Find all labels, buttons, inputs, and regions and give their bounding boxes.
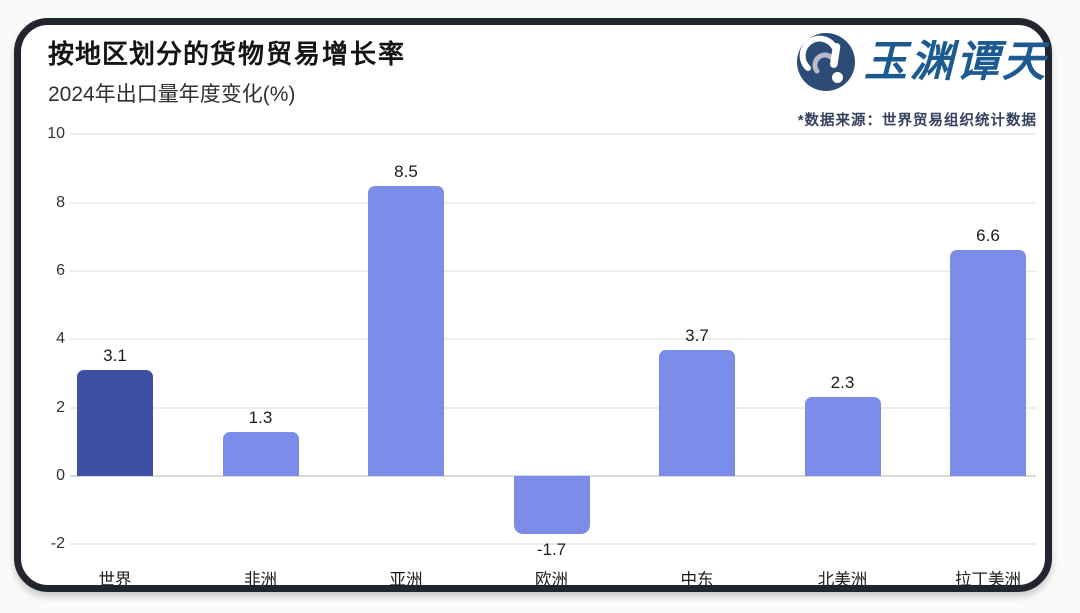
gridline-y--2 <box>70 543 1036 546</box>
y-axis-tick-6: 6 <box>56 261 65 279</box>
x-axis-label-欧洲: 欧洲 <box>535 571 568 589</box>
bar-中东 <box>659 349 735 476</box>
brand-logo: 玉渊谭天 <box>796 31 1048 93</box>
bar-世界 <box>77 370 153 476</box>
bar-北美洲 <box>804 397 881 476</box>
y-axis-tick--2: -2 <box>50 535 65 553</box>
gridline-y-2 <box>70 406 1036 409</box>
chart-subtitle: 2024年出口量年度变化(%) <box>48 83 296 106</box>
gridline-y-10 <box>70 133 1036 136</box>
gridline-y-4 <box>70 338 1036 341</box>
wave-swirl-logo-icon <box>797 33 855 91</box>
y-axis-tick-2: 2 <box>56 398 65 416</box>
y-axis-tick-10: 10 <box>47 125 65 143</box>
bar-拉丁美洲 <box>950 250 1026 476</box>
x-axis-label-拉丁美洲: 拉丁美洲 <box>955 571 1021 589</box>
page-title: 按地区划分的货物贸易增长率 <box>48 38 406 70</box>
value-label-世界: 3.1 <box>103 346 127 366</box>
x-axis-label-中东: 中东 <box>680 571 714 589</box>
y-axis-tick-0: 0 <box>56 467 65 484</box>
brand-logo-text: 玉渊谭天 <box>864 37 1048 87</box>
bar-欧洲 <box>513 476 590 535</box>
value-label-亚洲: 8.5 <box>394 161 418 181</box>
x-axis-label-亚洲: 亚洲 <box>389 571 423 589</box>
value-label-北美洲: 2.3 <box>830 373 855 393</box>
value-label-欧洲: -1.7 <box>536 540 567 560</box>
y-axis-tick-4: 4 <box>56 330 65 348</box>
y-axis-tick-8: 8 <box>56 193 65 211</box>
gridline-y-8 <box>70 201 1036 204</box>
chart-card: 按地区划分的货物贸易增长率 2024年出口量年度变化(%) 玉渊谭天 *数据来源… <box>14 18 1052 592</box>
gridline-y-6 <box>70 269 1036 272</box>
value-label-中东: 3.7 <box>685 325 709 345</box>
value-label-拉丁美洲: 6.6 <box>976 226 1000 246</box>
x-axis-label-世界: 世界 <box>98 571 132 589</box>
data-source-note: *数据来源：世界贸易组织统计数据 <box>797 113 1037 129</box>
x-axis-label-非洲: 非洲 <box>244 571 277 589</box>
value-label-非洲: 1.3 <box>248 407 273 427</box>
x-axis-label-北美洲: 北美洲 <box>817 571 868 589</box>
bar-非洲 <box>222 431 299 476</box>
bar-亚洲 <box>368 185 444 476</box>
bar-chart: 10 8 6 4 2 0 -2 3.1 世界 1.3 非洲 8.5 亚洲 -1.7 欧洲 3.7 中东 2.3 北美… <box>21 25 1045 589</box>
title-part2: 货物贸易增长率 <box>210 39 407 69</box>
title-part1: 按地区划分的 <box>48 39 211 69</box>
